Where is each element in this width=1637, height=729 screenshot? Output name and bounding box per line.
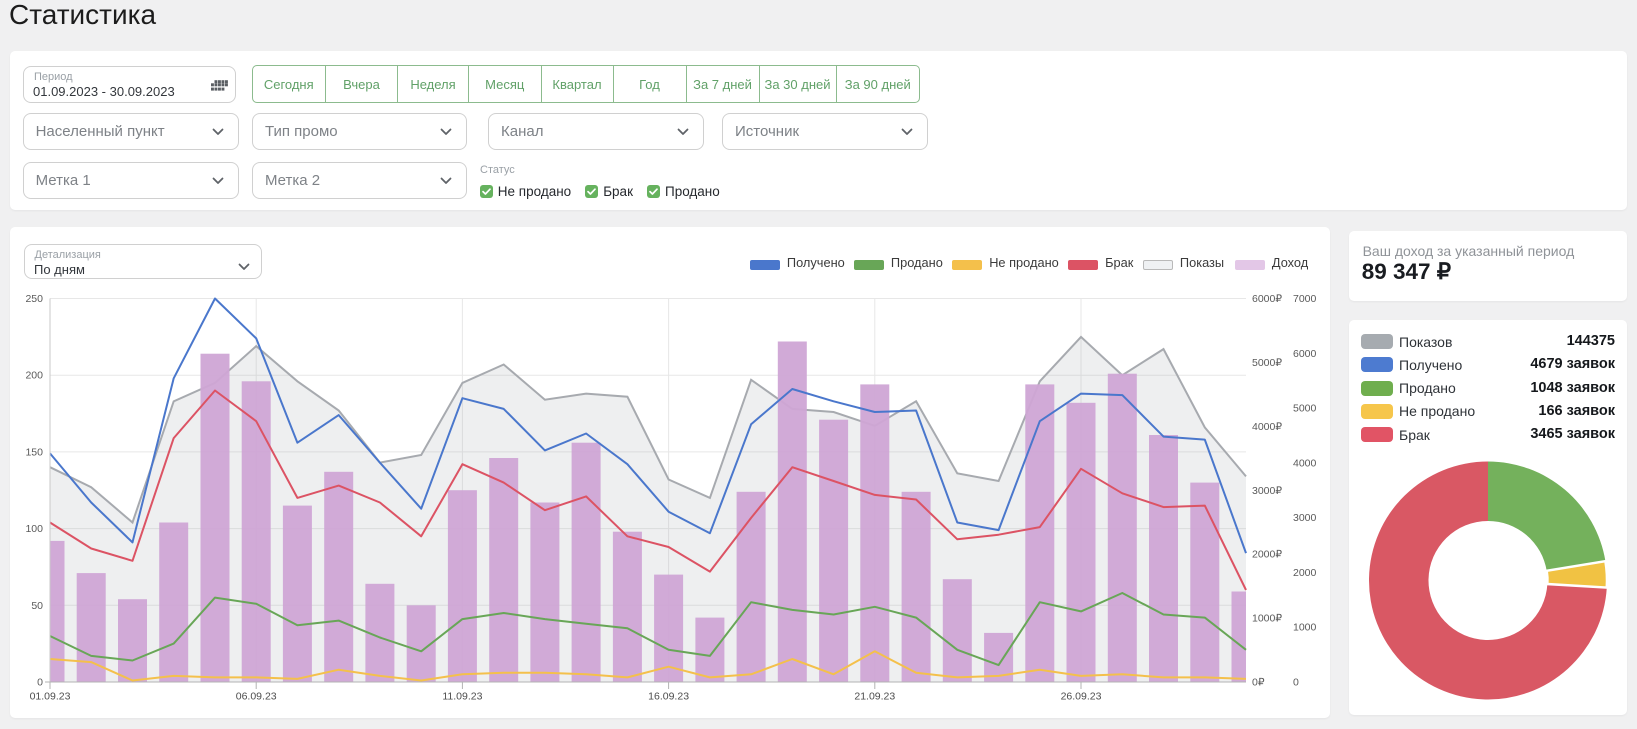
svg-text:01.09.23: 01.09.23 [30, 691, 71, 703]
svg-text:3000: 3000 [1293, 512, 1317, 524]
svg-text:16.09.23: 16.09.23 [648, 691, 689, 703]
svg-text:2000₽: 2000₽ [1252, 549, 1282, 561]
svg-text:100: 100 [25, 523, 43, 535]
svg-text:1000: 1000 [1293, 622, 1317, 634]
svg-text:2000: 2000 [1293, 567, 1317, 579]
svg-text:4000: 4000 [1293, 457, 1317, 469]
svg-text:7000: 7000 [1293, 293, 1317, 305]
svg-text:3000₽: 3000₽ [1252, 485, 1282, 497]
svg-text:21.09.23: 21.09.23 [854, 691, 895, 703]
svg-text:0₽: 0₽ [1252, 677, 1265, 689]
svg-text:5000₽: 5000₽ [1252, 357, 1282, 369]
svg-text:06.09.23: 06.09.23 [236, 691, 277, 703]
svg-text:150: 150 [25, 446, 43, 458]
svg-text:4000₽: 4000₽ [1252, 421, 1282, 433]
svg-text:200: 200 [25, 370, 43, 382]
svg-text:5000: 5000 [1293, 403, 1317, 415]
svg-text:6000₽: 6000₽ [1252, 293, 1282, 305]
svg-text:50: 50 [31, 600, 43, 612]
svg-text:250: 250 [25, 293, 43, 305]
svg-text:1000₽: 1000₽ [1252, 613, 1282, 625]
svg-text:0: 0 [1293, 677, 1299, 689]
svg-text:26.09.23: 26.09.23 [1061, 691, 1102, 703]
svg-text:6000: 6000 [1293, 348, 1317, 360]
svg-text:0: 0 [37, 677, 43, 689]
svg-text:11.09.23: 11.09.23 [442, 691, 482, 703]
